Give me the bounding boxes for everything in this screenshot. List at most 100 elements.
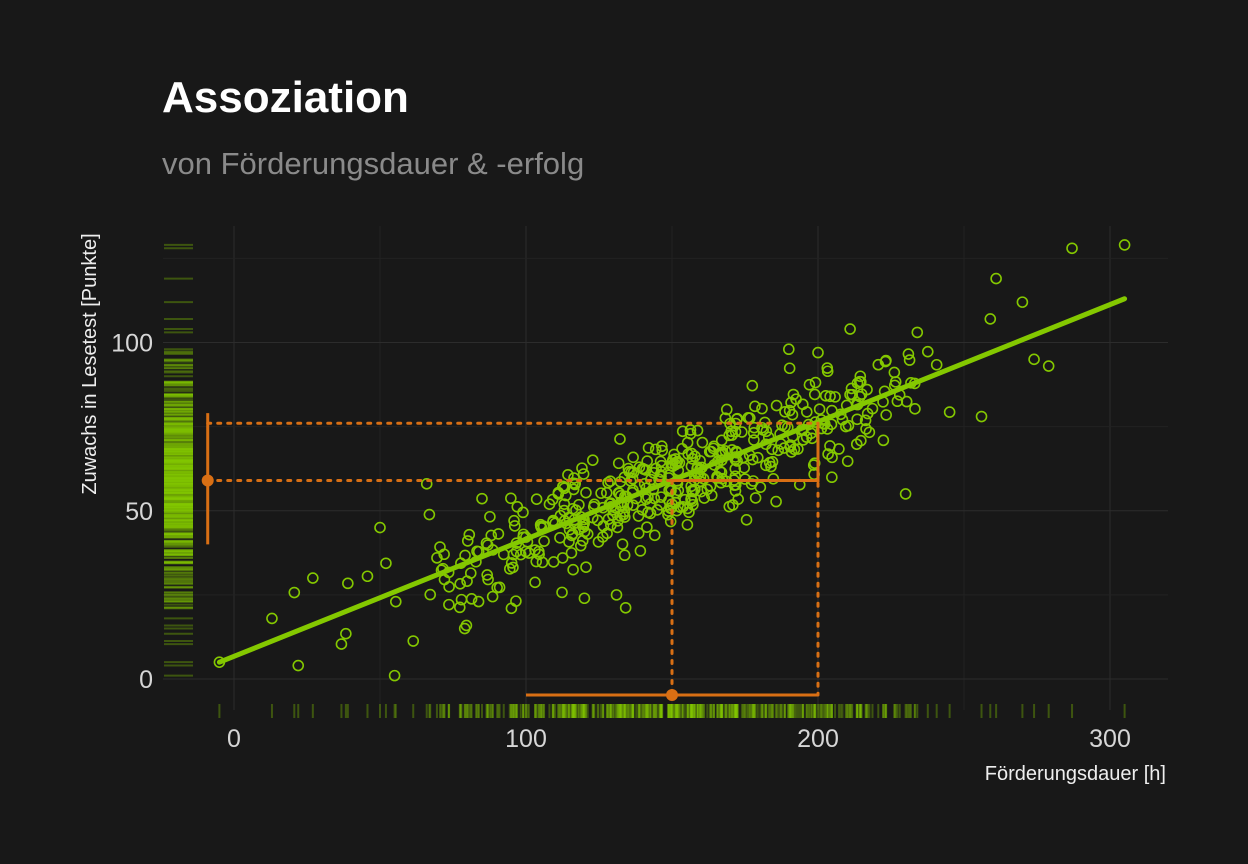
data-point	[577, 468, 590, 480]
data-point	[650, 462, 662, 475]
data-point	[556, 586, 568, 599]
data-point	[1016, 296, 1029, 308]
data-point	[846, 388, 859, 401]
data-point	[342, 577, 354, 590]
data-point	[696, 436, 709, 449]
data-point	[664, 515, 677, 528]
data-point	[423, 508, 436, 521]
data-point	[684, 424, 697, 436]
data-point	[746, 379, 759, 392]
data-point	[765, 460, 777, 473]
data-point	[627, 499, 639, 511]
data-point	[684, 427, 697, 440]
data-point	[782, 343, 795, 356]
data-point	[612, 457, 625, 470]
data-point	[461, 535, 474, 547]
data-point	[573, 498, 585, 511]
data-point	[766, 456, 779, 468]
data-point	[443, 581, 455, 593]
tick-labels: 0 100 200 300 0 50 100	[111, 330, 1131, 754]
grid-lines	[163, 226, 1168, 710]
data-point	[482, 573, 494, 586]
data-point	[691, 424, 704, 437]
data-point	[803, 378, 816, 391]
data-point	[879, 355, 892, 368]
data-point	[492, 528, 505, 540]
data-point	[558, 504, 570, 517]
data-point	[930, 358, 943, 371]
data-point	[580, 561, 592, 573]
data-point	[851, 413, 863, 426]
data-point	[505, 602, 518, 615]
change-bracket	[672, 423, 820, 482]
data-point	[508, 514, 520, 527]
data-point	[756, 402, 768, 415]
data-point	[645, 473, 657, 486]
data-point	[903, 354, 916, 366]
data-point	[380, 557, 392, 570]
data-point	[307, 572, 319, 584]
data-point	[681, 518, 694, 531]
data-point	[900, 395, 913, 408]
data-point	[752, 451, 764, 464]
data-point	[614, 433, 626, 445]
data-point	[465, 593, 478, 605]
data-point	[808, 457, 821, 469]
data-point	[792, 443, 804, 455]
data-point	[340, 627, 352, 640]
data-point	[899, 488, 912, 500]
data-point	[656, 444, 669, 457]
data-point	[676, 442, 688, 455]
data-point	[611, 521, 624, 534]
data-point	[766, 443, 778, 456]
data-point	[808, 388, 821, 401]
data-point	[567, 563, 579, 576]
data-point	[656, 440, 668, 453]
data-point	[536, 556, 549, 569]
data-point	[576, 462, 588, 474]
data-point	[505, 557, 518, 569]
data-point	[463, 528, 476, 541]
data-point	[480, 537, 493, 550]
data-point	[861, 383, 873, 396]
data-point	[850, 438, 863, 450]
data-point	[821, 423, 834, 435]
data-point	[649, 443, 662, 456]
data-point	[580, 486, 592, 499]
data-point	[574, 539, 587, 552]
data-point	[424, 588, 437, 601]
data-point	[538, 535, 550, 547]
data-point	[642, 442, 655, 454]
data-point	[484, 510, 496, 523]
data-point	[648, 529, 661, 542]
data-point	[861, 407, 874, 420]
data-point	[558, 498, 571, 510]
x-axis-title: Förderungsdauer [h]	[985, 763, 1166, 785]
data-point	[760, 459, 772, 472]
data-point	[1042, 360, 1055, 372]
data-point	[788, 443, 801, 456]
data-point	[747, 427, 760, 439]
data-point	[641, 521, 653, 533]
data-point	[841, 455, 854, 468]
data-point	[586, 454, 599, 466]
data-point	[749, 400, 761, 413]
chart-title: Assoziation	[162, 73, 409, 122]
data-point	[616, 538, 629, 550]
data-point	[389, 595, 402, 608]
data-point	[859, 414, 872, 427]
data-point	[790, 393, 802, 405]
data-point	[736, 426, 748, 438]
data-point	[990, 272, 1002, 285]
data-point	[640, 493, 652, 505]
data-point	[562, 469, 574, 481]
data-point	[824, 440, 836, 452]
data-point	[508, 520, 521, 532]
data-point	[826, 471, 838, 484]
data-point	[486, 590, 499, 603]
data-point	[636, 504, 649, 516]
data-point	[772, 444, 784, 457]
data-point	[627, 451, 639, 464]
data-point	[720, 403, 733, 416]
data-point	[740, 513, 753, 526]
